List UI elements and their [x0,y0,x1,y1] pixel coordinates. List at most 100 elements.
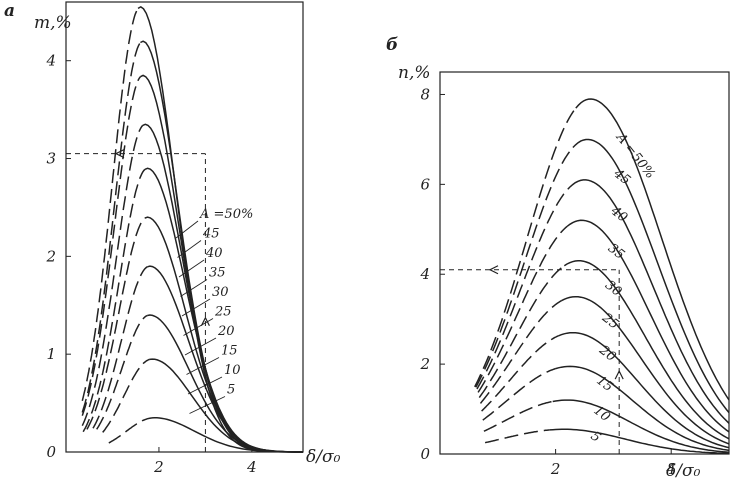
series-curve-10 [552,399,730,454]
series-label-50: A =50% [199,207,253,222]
series-leader-line [183,318,214,336]
series-curve-rising-20 [92,266,148,429]
series-curve-30 [563,260,730,440]
y-tick-label: 8 [420,85,430,103]
series-label-5: 5 [227,383,235,398]
panel-a-y-axis-label: m,% [34,13,72,33]
series-curve-rising-25 [479,300,562,404]
series-label-value: 30 [212,285,229,300]
series-curve-rising-25 [86,217,146,430]
series-label-25: 25 [598,310,621,333]
series-label-value: 50 [224,207,241,222]
panel-a-reference-lines [66,149,210,452]
series-curve-rising-50 [474,107,577,388]
series-label-15: 15 [221,344,238,359]
series-curve-rising-5 [108,417,153,444]
x-tick-label: 4 [665,460,676,478]
panel-b-y-axis-label: n,% [398,63,431,83]
panel-a-series-labels: A =50% 45 40 35 30 25 20 15 10 5 [175,207,253,414]
series-label-value: 25 [214,305,232,320]
panel-a-frame [65,1,304,453]
series-curve-40 [140,74,303,453]
series-label-value: 15 [593,373,615,395]
series-curve-rising-20 [481,335,559,412]
series-label-25: 25 [214,305,232,320]
series-label-45: 45 [202,227,220,242]
series-curve-35 [566,219,730,433]
panel-a-curves [81,6,304,453]
series-leader-line [181,298,211,317]
series-leader-line [186,357,220,375]
series-leader-line [177,240,202,258]
series-curve-rising-30 [478,265,565,399]
series-curve-rising-5 [484,429,550,444]
series-curve-rising-30 [82,168,146,433]
series-label-10: 10 [224,363,241,378]
series-label-40: 40 [205,246,223,261]
y-tick-label: 0 [46,443,56,461]
series-curve-rising-15 [96,314,148,430]
series-label-30: 30 [212,285,229,300]
reference-arrow-up [614,369,624,380]
series-curve-rising-40 [476,186,571,390]
panel-a: a m,% δ/σ₀ 0 1 2 3 4 2 4 A =50% 45 40 35 30 25 20 15… [4,1,341,476]
reference-arrow-left [488,265,499,275]
panel-b-frame [439,71,730,455]
series-curve-5 [549,428,730,455]
series-label-value: 15 [221,344,238,359]
series-label-unit: % [241,207,253,222]
series-curve-25 [561,295,730,445]
panel-a-x-axis-label: δ/σ₀ [306,447,341,467]
series-label-value: 10 [224,363,241,378]
series-curve-50 [575,98,730,401]
series-label-value: 35 [605,241,627,263]
series-label-prefix: A = [199,207,224,222]
y-tick-label: 3 [46,150,56,168]
series-label-15: 15 [593,373,615,395]
panel-a-label: a [4,1,15,21]
series-label-value: 35 [209,266,226,281]
x-tick-label: 4 [246,458,257,476]
series-leader-line [180,279,208,297]
series-curve-rising-45 [475,147,574,388]
y-tick-label: 2 [419,355,430,373]
series-label-value: 20 [217,324,235,339]
series-leader-line [178,259,205,278]
series-curve-rising-15 [482,367,556,421]
series-curve-40 [569,179,730,424]
series-label-20: 20 [595,342,618,365]
series-curve-20 [558,331,730,449]
series-curve-rising-45 [81,42,142,413]
series-curve-rising-40 [81,76,141,416]
series-curve-rising-35 [477,225,568,393]
series-curve-rising-10 [102,358,150,433]
series-curve-15 [555,365,730,452]
series-label-value: 40 [205,246,223,261]
series-curve-5 [151,417,303,453]
y-tick-label: 4 [45,52,56,70]
y-tick-label: 2 [45,247,56,265]
panel-b-reference-lines [440,265,624,454]
series-leader-line [187,376,223,395]
series-leader-line [189,396,226,414]
panel-a-y-ticks: 0 1 2 3 4 [45,52,71,461]
series-label-40: 40 [607,203,630,226]
y-tick-label: 4 [419,265,430,283]
panel-b-x-axis-label: δ/σ₀ [666,461,701,481]
series-curve-rising-10 [483,400,553,432]
series-label-value: 20 [595,342,618,365]
series-label-value: 10 [590,403,612,425]
x-tick-label: 2 [153,458,164,476]
series-curve-45 [572,138,730,414]
series-leader-line [184,337,217,356]
series-label-10: 10 [590,403,612,425]
series-label-35: 35 [605,241,627,263]
panel-b-y-ticks: 0 2 4 6 8 [419,85,445,463]
y-tick-label: 1 [46,345,56,363]
reference-arrow-up [200,316,210,327]
series-label-value: 25 [598,310,621,333]
series-label-value: 40 [607,203,630,226]
